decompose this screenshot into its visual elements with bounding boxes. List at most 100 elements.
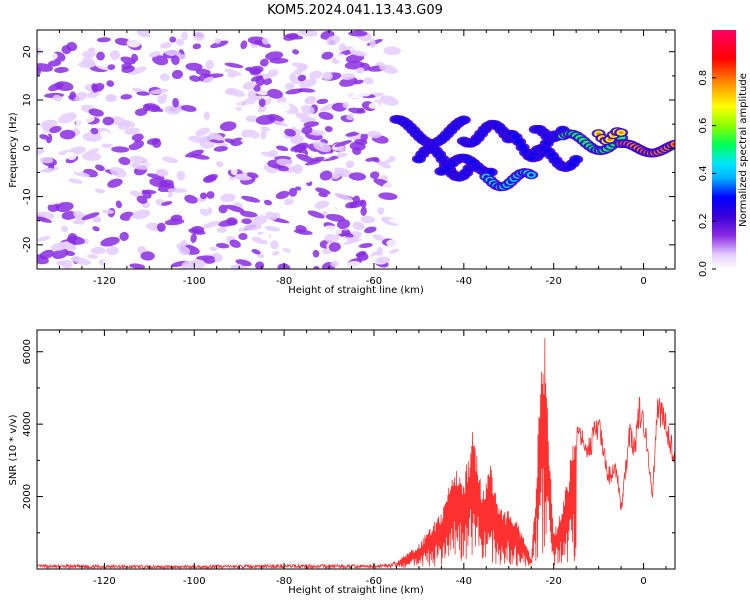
noise-blob (124, 127, 140, 135)
noise-blob (37, 216, 52, 223)
noise-blob (382, 181, 400, 191)
noise-blob (120, 94, 132, 100)
noise-blob (259, 58, 269, 67)
noise-blob (164, 105, 180, 115)
noise-blob (364, 265, 379, 269)
noise-blob (288, 151, 297, 159)
noise-blob (335, 53, 347, 62)
snr-xtick-label: -60 (366, 576, 382, 587)
noise-blob (379, 95, 399, 106)
noise-blob (285, 34, 304, 40)
snr-xtick-label: -80 (276, 576, 292, 587)
colorbar-ticks: 0.0 0.2 0.4 0.6 0.8 (698, 70, 716, 277)
noise-blob (321, 51, 334, 60)
noise-blob (251, 236, 268, 245)
noise-blob (318, 111, 334, 120)
noise-blob (376, 161, 392, 169)
noise-blob (386, 239, 402, 248)
noise-blob (368, 102, 380, 109)
noise-blob (224, 138, 236, 144)
noise-blob (383, 46, 401, 56)
noise-blob (376, 152, 390, 162)
noise-blob (336, 219, 351, 230)
noise-blob (156, 222, 166, 232)
noise-blob (90, 127, 99, 135)
spectrogram-ytick-label: 20 (22, 45, 33, 58)
noise-blob (313, 266, 320, 269)
noise-blob (64, 151, 77, 161)
noise-blob (230, 137, 244, 147)
snr-line (37, 338, 675, 569)
noise-blob (260, 130, 267, 140)
noise-blob (73, 257, 91, 266)
noise-blob (136, 91, 150, 96)
noise-blob (126, 38, 141, 48)
noise-blob (48, 60, 61, 67)
noise-blob (272, 250, 280, 256)
colorbar-tick-label: 0.0 (698, 261, 709, 277)
snr-xtick-label: -40 (456, 576, 472, 587)
noise-blob (45, 167, 54, 173)
noise-blob (352, 195, 361, 205)
noise-blob (316, 98, 329, 105)
noise-blob (388, 218, 402, 224)
noise-blob (107, 64, 116, 71)
noise-blob (176, 170, 186, 181)
noise-blob (61, 211, 77, 220)
noise-blob (247, 90, 257, 99)
noise-blob (292, 49, 300, 55)
noise-blob (251, 249, 261, 255)
noise-blob (300, 104, 315, 115)
noise-blob (328, 242, 341, 252)
noise-blob (283, 198, 295, 206)
noise-blob (213, 146, 228, 152)
noise-blob (190, 153, 210, 160)
noise-blob (284, 128, 296, 137)
noise-blob (129, 263, 146, 269)
noise-blob (389, 248, 400, 254)
noise-blob (188, 228, 206, 235)
noise-blob (52, 248, 69, 259)
noise-blob (258, 98, 266, 108)
snr-series (37, 338, 675, 569)
noise-blob (218, 157, 234, 163)
spectrogram-ytick-label: -20 (22, 237, 33, 253)
noise-blob (131, 53, 139, 62)
noise-blob (148, 51, 161, 58)
noise-blob (352, 113, 360, 119)
noise-blob (156, 170, 166, 177)
noise-blob (334, 192, 353, 201)
noise-blob (295, 225, 307, 233)
noise-blob (145, 239, 152, 246)
noise-blob (344, 60, 365, 70)
noise-blob (69, 91, 77, 100)
noise-blob (107, 178, 123, 188)
noise-blob (229, 239, 241, 248)
noise-blob (299, 175, 313, 184)
noise-blob (92, 217, 101, 222)
spectrogram-ytick-label: 10 (22, 94, 33, 107)
noise-blob (291, 62, 309, 69)
noise-blob (377, 207, 385, 215)
noise-blob (297, 88, 316, 93)
noise-blob (260, 126, 271, 132)
noise-blob (341, 73, 355, 80)
noise-blob (224, 62, 244, 69)
noise-blob (237, 58, 246, 64)
noise-blob (355, 251, 367, 257)
noise-blob (121, 65, 135, 74)
noise-blob (132, 209, 151, 220)
noise-blob (276, 158, 293, 167)
noise-blob (224, 68, 242, 76)
noise-blob (267, 69, 279, 78)
spectrogram-xtick-label: -100 (183, 276, 206, 287)
noise-blob (256, 105, 267, 113)
noise-blob (254, 39, 272, 48)
noise-blob (297, 74, 307, 82)
noise-blob (52, 94, 63, 102)
snr-ylabel: SNR (10 * v/v) (8, 414, 19, 485)
noise-blob (264, 226, 280, 232)
noise-blob (253, 84, 261, 92)
